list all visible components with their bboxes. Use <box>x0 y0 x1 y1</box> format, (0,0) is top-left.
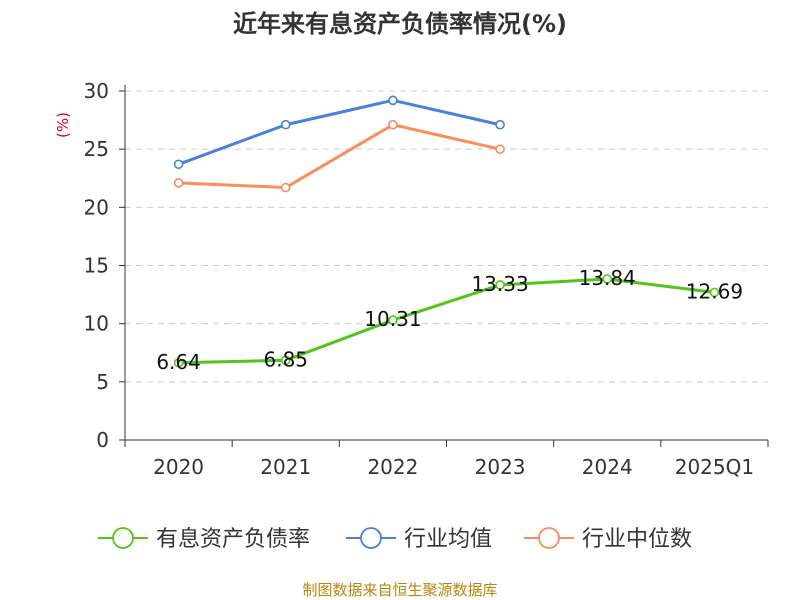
data-label: 10.31 <box>364 307 421 331</box>
x-tick-label: 2024 <box>582 455 633 479</box>
source-note: 制图数据来自恒生聚源数据库 <box>302 581 497 599</box>
x-tick-label: 2022 <box>367 455 418 479</box>
y-tick-label: 20 <box>84 195 109 219</box>
data-label: 6.85 <box>263 347 308 371</box>
x-tick-label: 2025Q1 <box>675 455 754 479</box>
data-label: 13.33 <box>471 272 528 296</box>
legend: 有息资产负债率 行业均值 行业中位数 <box>98 527 692 552</box>
legend-label: 行业中位数 <box>582 527 692 552</box>
legend-marker <box>112 527 134 549</box>
data-labels: 6.64 6.85 10.31 13.33 13.84 12.69 <box>156 266 743 374</box>
data-point <box>495 119 505 130</box>
grid-lines <box>125 90 768 383</box>
data-point <box>173 178 184 188</box>
y-tick-label: 15 <box>84 254 109 278</box>
y-tick-label: 10 <box>84 312 109 336</box>
series-line <box>178 123 501 190</box>
data-label: 13.84 <box>579 266 636 290</box>
legend-marker <box>360 527 382 549</box>
chart-title: 近年来有息资产负债率情况(%) <box>233 10 567 38</box>
y-tick-label: 25 <box>84 137 109 161</box>
data-point <box>388 315 398 325</box>
tick-labels: 0 5 10 15 20 25 30 2020 2021 2022 2023 2024 2025Q1 <box>84 79 755 479</box>
legend-marker <box>538 527 560 549</box>
data-label: 12.69 <box>686 279 743 303</box>
data-point <box>173 159 184 170</box>
data-point <box>709 287 720 298</box>
data-point <box>280 355 291 366</box>
data-point <box>173 357 184 368</box>
data-point <box>495 144 505 154</box>
x-tick-label: 2021 <box>260 455 311 479</box>
data-point <box>495 280 505 290</box>
data-point <box>388 95 398 106</box>
data-label: 6.64 <box>156 350 201 374</box>
y-tick-label: 5 <box>96 370 109 394</box>
series-group <box>173 95 720 368</box>
data-point <box>280 182 291 193</box>
data-point <box>602 274 613 284</box>
series-line <box>178 277 715 365</box>
data-point <box>280 119 291 130</box>
y-axis-unit: (%) <box>54 112 72 138</box>
y-tick-label: 0 <box>96 428 109 452</box>
data-point <box>388 119 398 130</box>
series-line <box>178 98 501 166</box>
axes <box>119 85 769 447</box>
x-tick-label: 2020 <box>153 455 204 479</box>
legend-label: 有息资产负债率 <box>156 527 310 552</box>
y-tick-label: 30 <box>84 79 109 103</box>
x-tick-label: 2023 <box>475 455 526 479</box>
legend-label: 行业均值 <box>404 527 492 552</box>
